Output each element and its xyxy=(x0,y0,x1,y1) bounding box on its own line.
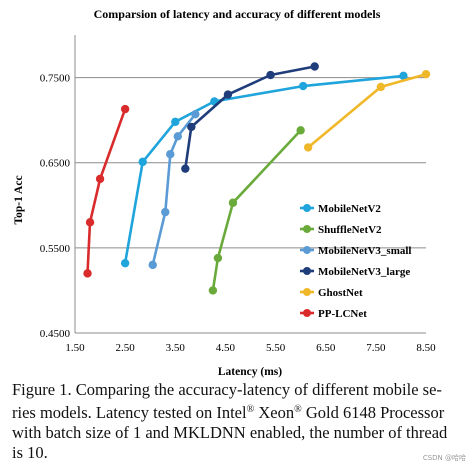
series-mobilenetv3-small xyxy=(148,109,200,270)
data-point xyxy=(310,62,319,71)
data-point xyxy=(120,104,130,114)
data-point xyxy=(399,71,408,81)
x-axis-title: Latency (ms) xyxy=(218,366,282,378)
x-tick-label: 4.50 xyxy=(216,342,236,354)
series-pp-lcnet xyxy=(83,104,130,278)
caption-line-2a: ries models. Latency tested on Intel xyxy=(12,403,247,422)
data-point xyxy=(213,253,223,263)
tick-labels: 0.4500 0.5500 0.6500 0.7500 1.50 2.50 3.50 4.50… xyxy=(40,73,436,354)
data-point xyxy=(266,70,275,80)
series-line xyxy=(307,72,427,149)
data-point xyxy=(85,218,95,227)
data-point xyxy=(223,90,233,99)
caption-line-1: Figure 1. Comparing the accuracy-latency… xyxy=(12,380,442,399)
legend-label: MobileNetV3_small xyxy=(318,245,411,257)
data-point xyxy=(298,81,308,91)
legend-swatch-marker xyxy=(303,225,311,233)
data-point xyxy=(148,260,157,270)
x-tick-label: 2.50 xyxy=(116,342,136,354)
legend-swatch-marker xyxy=(303,288,311,296)
legend-swatch-marker xyxy=(303,267,311,275)
figure-caption: Figure 1. Comparing the accuracy-latency… xyxy=(12,380,467,463)
watermark: CSDN @哈哈 xyxy=(422,454,466,462)
y-axis-title: Top-1 Acc xyxy=(13,175,25,224)
data-point xyxy=(303,143,313,152)
series-mobilenetv3-large xyxy=(181,62,319,173)
grid xyxy=(75,77,426,334)
data-point xyxy=(421,69,431,79)
legend-label: PP-LCNet xyxy=(318,308,367,320)
caption-line-2c: Gold 6148 Processor xyxy=(301,403,445,422)
data-point xyxy=(171,117,180,127)
data-point xyxy=(376,82,386,92)
y-tick-label: 0.4500 xyxy=(40,328,71,340)
x-tick-label: 5.50 xyxy=(266,342,286,354)
caption-line-2b: Xeon xyxy=(254,403,295,422)
legend-swatch-marker xyxy=(303,204,311,212)
x-tick-label: 8.50 xyxy=(416,342,436,354)
series-line xyxy=(184,65,315,169)
series-line xyxy=(86,108,127,274)
chart: Comparsion of latency and accuracy of di… xyxy=(13,7,436,378)
y-tick-label: 0.5500 xyxy=(40,243,71,255)
data-point xyxy=(95,174,105,184)
y-tick-label: 0.7500 xyxy=(40,73,71,85)
legend-item: MobileNetV3_small xyxy=(300,245,411,257)
y-tick-label: 0.6500 xyxy=(40,158,71,170)
x-tick-label: 3.50 xyxy=(166,342,186,354)
data-point xyxy=(191,109,200,119)
data-point xyxy=(138,157,147,167)
legend-swatch-marker xyxy=(303,246,311,254)
data-point xyxy=(181,164,190,173)
legend-item: MobileNetV2 xyxy=(300,203,381,215)
x-tick-label: 6.50 xyxy=(316,342,336,354)
data-point xyxy=(208,286,218,295)
data-point xyxy=(120,258,130,268)
data-point xyxy=(83,269,92,278)
data-point xyxy=(228,198,238,207)
legend-swatch-marker xyxy=(303,309,311,317)
legend-label: MobileNetV3_large xyxy=(318,266,410,278)
data-point xyxy=(166,150,175,159)
legend-item: GhostNet xyxy=(300,287,363,299)
data-point xyxy=(161,207,170,217)
series-line xyxy=(211,129,302,291)
legend-item: PP-LCNet xyxy=(300,308,367,320)
series-ghostnet xyxy=(303,69,431,152)
legend: MobileNetV2 ShuffleNetV2 MobileNetV3_small… xyxy=(300,203,411,320)
legend-label: MobileNetV2 xyxy=(318,203,381,215)
registered-mark-2: ® xyxy=(294,404,302,415)
legend-item: ShuffleNetV2 xyxy=(300,224,382,236)
data-point xyxy=(187,122,196,132)
series-shufflenetv2 xyxy=(208,126,305,295)
legend-item: MobileNetV3_large xyxy=(300,266,410,278)
caption-line-3: with batch size of 1 and MKLDNN enabled,… xyxy=(12,423,448,442)
x-tick-label: 7.50 xyxy=(366,342,386,354)
legend-label: ShuffleNetV2 xyxy=(318,224,382,236)
chart-title: Comparsion of latency and accuracy of di… xyxy=(94,7,381,21)
registered-mark-1: ® xyxy=(246,404,255,415)
legend-label: GhostNet xyxy=(318,287,363,299)
data-point xyxy=(296,126,305,135)
caption-line-4: is 10. xyxy=(12,443,48,462)
series xyxy=(83,62,431,295)
data-point xyxy=(173,132,182,141)
x-tick-label: 1.50 xyxy=(65,342,85,354)
